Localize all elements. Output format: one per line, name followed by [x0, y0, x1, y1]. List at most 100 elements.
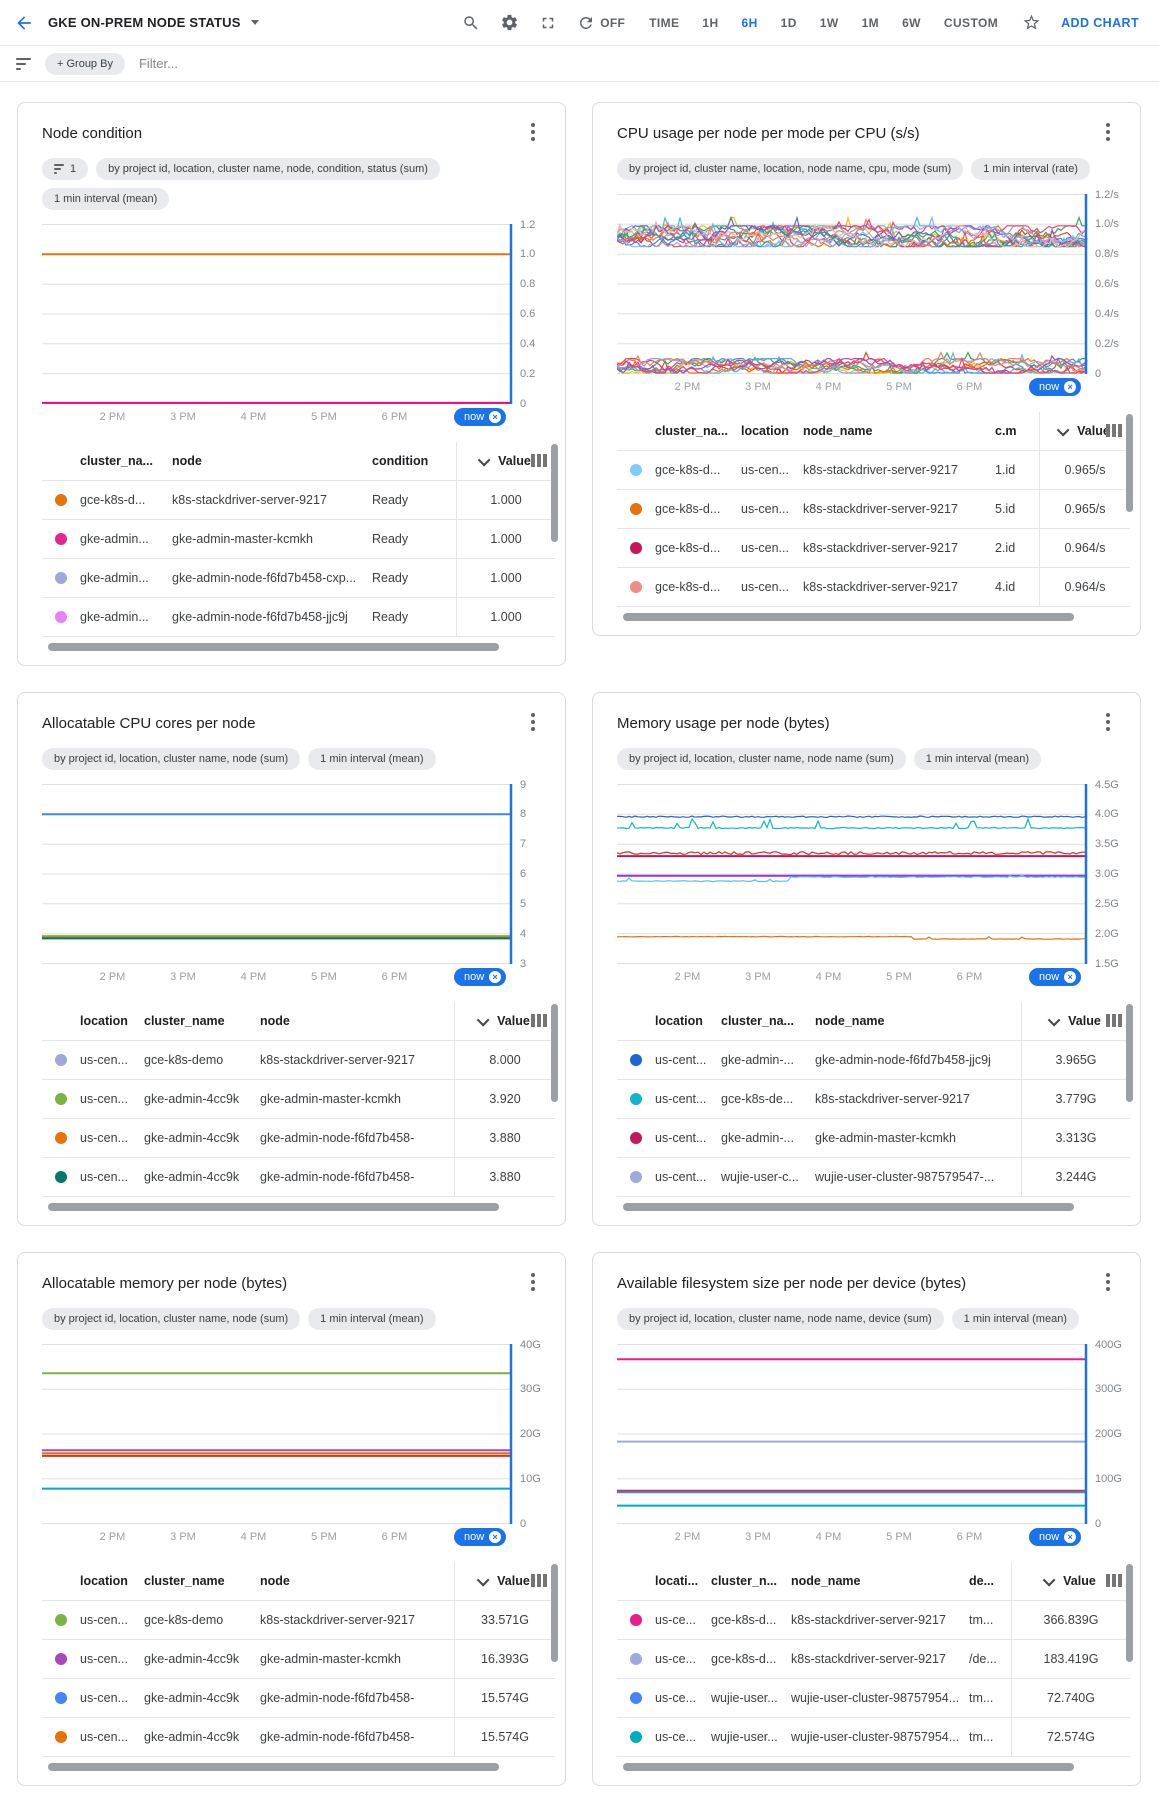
table-row[interactable]: us-cent... gke-admin-... gke-admin-node-f6… [617, 1041, 1130, 1080]
dashboard-title[interactable]: GKE ON-PREM NODE STATUS [48, 15, 241, 30]
time-range-1w[interactable]: 1W [819, 15, 839, 30]
now-close-icon[interactable]: × [489, 971, 502, 983]
now-close-icon[interactable]: × [489, 411, 502, 423]
line-chart[interactable] [42, 1344, 556, 1525]
table-vertical-scrollbar[interactable] [551, 1564, 558, 1662]
now-pill[interactable]: now × [1029, 1528, 1082, 1546]
column-header[interactable]: node [172, 454, 202, 468]
table-row[interactable]: us-cen... gke-admin-4cc9k gke-admin-node-f… [42, 1718, 555, 1757]
column-settings-icon[interactable] [1106, 424, 1122, 437]
add-chart-button[interactable]: ADD CHART [1061, 15, 1139, 30]
table-vertical-scrollbar[interactable] [551, 1004, 558, 1102]
table-row[interactable]: gce-k8s-d... us-cen... k8s-stackdriver-ser… [617, 529, 1130, 568]
table-row[interactable]: us-cen... gke-admin-4cc9k gke-admin-master… [42, 1640, 555, 1679]
column-settings-icon[interactable] [531, 1574, 547, 1587]
table-row[interactable]: gke-admin... gke-admin-master-kcmkh Ready 1… [42, 520, 555, 559]
column-header[interactable]: de... [969, 1574, 995, 1588]
table-horizontal-scrollbar[interactable] [48, 1763, 500, 1771]
card-menu-button[interactable] [1100, 1267, 1116, 1297]
table-horizontal-scrollbar[interactable] [48, 643, 500, 651]
table-vertical-scrollbar[interactable] [1126, 414, 1133, 512]
back-button[interactable] [14, 13, 34, 33]
search-icon[interactable] [462, 14, 480, 32]
table-row[interactable]: us-cen... gke-admin-4cc9k gke-admin-node-f… [42, 1119, 555, 1158]
table-row[interactable]: gce-k8s-d... us-cen... k8s-stackdriver-ser… [617, 568, 1130, 607]
table-row[interactable]: us-cen... gce-k8s-demo k8s-stackdriver-ser… [42, 1601, 555, 1640]
table-row[interactable]: us-cen... gke-admin-4cc9k gke-admin-node-f… [42, 1158, 555, 1197]
table-vertical-scrollbar[interactable] [1126, 1564, 1133, 1662]
value-column-header[interactable]: Value [456, 442, 555, 480]
column-header[interactable]: location [741, 424, 789, 438]
time-range-custom[interactable]: CUSTOM [943, 15, 999, 30]
now-pill[interactable]: now × [1029, 378, 1082, 396]
column-header[interactable]: node_name [815, 1014, 885, 1028]
line-chart[interactable] [617, 194, 1131, 375]
time-range-time[interactable]: TIME [649, 15, 680, 30]
column-header[interactable]: cluster_na... [655, 424, 728, 438]
table-vertical-scrollbar[interactable] [551, 444, 558, 542]
fullscreen-icon[interactable] [539, 14, 557, 32]
line-chart[interactable] [42, 784, 556, 965]
now-pill[interactable]: now × [454, 408, 507, 426]
now-close-icon[interactable]: × [489, 1531, 502, 1543]
column-settings-icon[interactable] [531, 1014, 547, 1027]
column-header[interactable]: locati... [655, 1574, 699, 1588]
table-row[interactable]: gke-admin... gke-admin-node-f6fd7b458-cxp… [42, 559, 555, 598]
table-horizontal-scrollbar[interactable] [623, 1763, 1075, 1771]
now-close-icon[interactable]: × [1064, 1531, 1077, 1543]
now-pill[interactable]: now × [1029, 968, 1082, 986]
column-header[interactable]: condition [372, 454, 429, 468]
star-icon[interactable] [1022, 13, 1041, 32]
table-row[interactable]: us-cen... gke-admin-4cc9k gke-admin-node-f… [42, 1679, 555, 1718]
table-row[interactable]: gce-k8s-d... k8s-stackdriver-server-9217 R… [42, 481, 555, 520]
column-header[interactable]: node [260, 1574, 290, 1588]
table-vertical-scrollbar[interactable] [1126, 1004, 1133, 1102]
column-header[interactable]: c.m [995, 424, 1017, 438]
now-close-icon[interactable]: × [1064, 971, 1077, 983]
table-row[interactable]: us-cent... gce-k8s-de... k8s-stackdriver-s… [617, 1080, 1130, 1119]
title-dropdown-caret[interactable] [250, 20, 259, 25]
table-row[interactable]: gce-k8s-d... us-cen... k8s-stackdriver-ser… [617, 451, 1130, 490]
card-menu-button[interactable] [1100, 707, 1116, 737]
group-by-chip[interactable]: + Group By [45, 52, 125, 75]
filter-count-chip[interactable]: 1 [42, 158, 89, 180]
column-settings-icon[interactable] [1106, 1574, 1122, 1587]
filter-input[interactable]: Filter... [138, 56, 178, 71]
value-column-header[interactable]: Value [1021, 1002, 1130, 1040]
now-pill[interactable]: now × [454, 968, 507, 986]
column-header[interactable]: location [655, 1014, 703, 1028]
value-column-header[interactable]: Value [1011, 1562, 1130, 1600]
line-chart[interactable] [42, 224, 556, 405]
table-row[interactable]: us-cent... wujie-user-c... wujie-user-clus… [617, 1158, 1130, 1197]
table-horizontal-scrollbar[interactable] [623, 613, 1075, 621]
table-row[interactable]: us-cent... gke-admin-... gke-admin-master-… [617, 1119, 1130, 1158]
card-menu-button[interactable] [525, 1267, 541, 1297]
auto-refresh-button[interactable]: OFF [577, 14, 625, 32]
table-row[interactable]: us-ce... wujie-user... wujie-user-cluster-… [617, 1679, 1130, 1718]
column-header[interactable]: cluster_name [144, 1014, 225, 1028]
table-row[interactable]: us-ce... gce-k8s-d... k8s-stackdriver-serv… [617, 1640, 1130, 1679]
settings-gear-icon[interactable] [500, 13, 519, 32]
column-header[interactable]: cluster_na... [721, 1014, 794, 1028]
column-header[interactable]: location [80, 1574, 128, 1588]
value-column-header[interactable]: Value [454, 1562, 555, 1600]
table-row[interactable]: us-cen... gce-k8s-demo k8s-stackdriver-ser… [42, 1041, 555, 1080]
time-range-1m[interactable]: 1M [861, 15, 880, 30]
column-header[interactable]: cluster_n... [711, 1574, 777, 1588]
column-header[interactable]: cluster_na... [80, 454, 153, 468]
time-range-1d[interactable]: 1D [780, 15, 797, 30]
column-header[interactable]: node_name [803, 424, 873, 438]
card-menu-button[interactable] [525, 707, 541, 737]
value-column-header[interactable]: Value [454, 1002, 555, 1040]
now-close-icon[interactable]: × [1064, 381, 1077, 393]
column-settings-icon[interactable] [531, 454, 547, 467]
value-column-header[interactable]: Value [1039, 412, 1130, 450]
column-header[interactable]: cluster_name [144, 1574, 225, 1588]
column-settings-icon[interactable] [1106, 1014, 1122, 1027]
filter-list-icon[interactable] [16, 57, 31, 70]
table-horizontal-scrollbar[interactable] [48, 1203, 500, 1211]
column-header[interactable]: node_name [791, 1574, 861, 1588]
time-range-1h[interactable]: 1H [702, 15, 719, 30]
column-header[interactable]: node [260, 1014, 290, 1028]
card-menu-button[interactable] [525, 117, 541, 147]
